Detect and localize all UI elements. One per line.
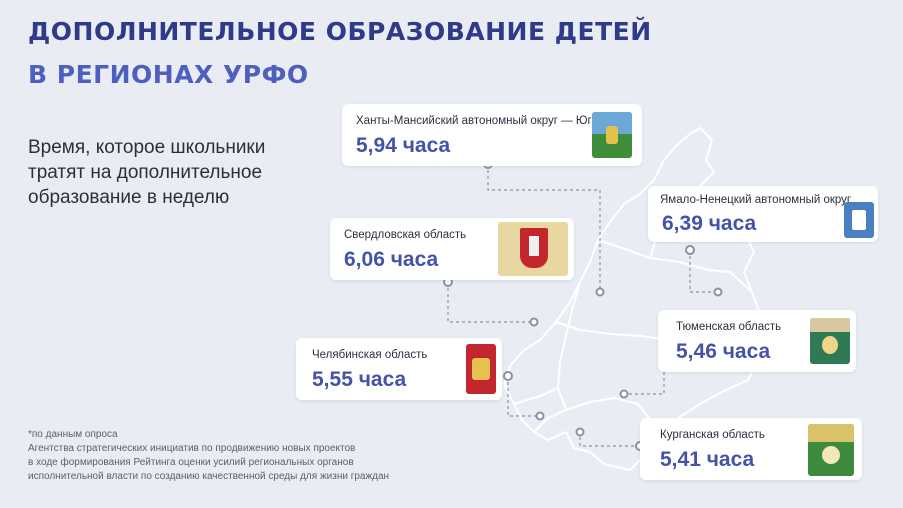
- coat-of-arms-icon: [810, 318, 850, 364]
- region-value: 5,94 часа: [356, 134, 451, 157]
- region-value: 5,41 часа: [660, 448, 755, 471]
- coat-of-arms-icon: [592, 112, 632, 158]
- coat-of-arms-icon: [808, 424, 854, 476]
- region-card-yanao: Ямало-Ненецкий автономный округ 6,39 час…: [648, 186, 878, 242]
- coat-of-arms-icon: [498, 222, 568, 276]
- page-title: ДОПОЛНИТЕЛЬНОЕ ОБРАЗОВАНИЕ ДЕТЕЙ: [28, 17, 652, 46]
- footnote: *по данным опроса Агентства стратегическ…: [28, 428, 468, 484]
- region-name: Курганская область: [660, 429, 765, 441]
- region-card-chelyabinsk: Челябинская область 5,55 часа: [296, 338, 502, 400]
- footnote-line: *по данным опроса: [28, 429, 118, 440]
- region-name: Челябинская область: [312, 349, 428, 361]
- footnote-line: в ходе формирования Рейтинга оценки усил…: [28, 457, 354, 468]
- region-value: 6,06 часа: [344, 248, 439, 271]
- region-name: Тюменская область: [676, 321, 782, 333]
- leader-lines: [447, 164, 718, 447]
- region-card-sverdlovsk: Свердловская область 6,06 часа: [330, 218, 574, 280]
- footnote-line: исполнительной власти по созданию качест…: [28, 471, 390, 482]
- description-text: Время, которое школьники тратят на допол…: [28, 137, 266, 208]
- region-value: 6,39 часа: [662, 212, 757, 235]
- region-value: 5,55 часа: [312, 368, 407, 391]
- region-name: Свердловская область: [344, 229, 467, 241]
- coat-of-arms-icon: [466, 344, 496, 394]
- coat-of-arms-icon: [844, 202, 874, 238]
- page-subtitle-region: В РЕГИОНАХ УРФО: [28, 60, 309, 89]
- footnote-line: Агентства стратегических инициатив по пр…: [28, 443, 356, 454]
- region-name: Ямало-Ненецкий автономный округ: [660, 194, 852, 206]
- region-name: Ханты-Мансийский автономный округ — Югра: [356, 115, 605, 127]
- region-value: 5,46 часа: [676, 340, 771, 363]
- region-card-khmao: Ханты-Мансийский автономный округ — Югра…: [342, 104, 642, 166]
- region-card-tyumen: Тюменская область 5,46 часа: [658, 310, 856, 372]
- region-card-kurgan: Курганская область 5,41 часа: [640, 418, 862, 480]
